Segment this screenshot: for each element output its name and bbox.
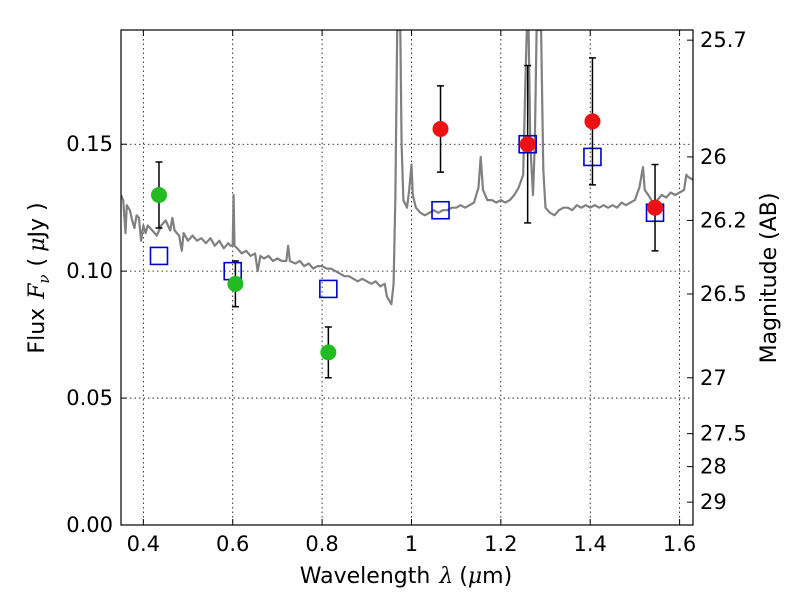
y-tick-label: 0.00 xyxy=(66,513,113,537)
y-tick-label: 0.15 xyxy=(66,132,113,156)
y-tick-label: 0.05 xyxy=(66,386,113,410)
x-axis-title-text: Wavelength xyxy=(300,564,431,589)
magnitude-tick-label: 27.5 xyxy=(700,422,747,446)
plot-frame xyxy=(120,29,694,526)
magnitude-tick-label: 26.5 xyxy=(700,282,747,306)
x-axis-unit-mu: μ xyxy=(468,564,482,589)
y-tick-label: 0.10 xyxy=(66,259,113,283)
y2-axis-title: Magnitude (AB) xyxy=(757,193,782,364)
marker-layer xyxy=(149,57,665,379)
x-tick-label: 0.6 xyxy=(216,532,249,556)
magnitude-tick-label: 26 xyxy=(700,145,727,169)
magnitude-tick-label: 28 xyxy=(700,455,727,479)
magnitude-tick-label: 27 xyxy=(700,366,727,390)
y-axis-title-text: Flux xyxy=(25,308,50,354)
data-layer xyxy=(121,30,693,306)
observed-nir-point xyxy=(519,136,536,153)
magnitude-tick-label: 26.2 xyxy=(700,208,747,232)
x-axis-symbol: λ xyxy=(438,564,453,589)
observed-optical-point xyxy=(320,344,337,361)
model-photometry-square xyxy=(149,246,169,266)
x-tick-label: 0.4 xyxy=(127,532,160,556)
plot-content xyxy=(121,30,693,306)
x-tick-label: 1.6 xyxy=(663,532,696,556)
y-axis-title: Flux Fν ( μJy ) xyxy=(25,202,53,353)
observed-optical-point xyxy=(227,275,244,292)
y-axis-unit-open: ( xyxy=(25,258,50,267)
observed-nir-point xyxy=(584,113,601,130)
observed-nir-point xyxy=(647,199,664,216)
y-axis-symbol: F xyxy=(25,283,50,300)
x-tick-label: 1.4 xyxy=(574,532,607,556)
observed-nir-point xyxy=(432,121,449,137)
y-axis-subscript: ν xyxy=(35,274,53,283)
x-tick-label: 1 xyxy=(405,532,418,556)
y-axis-unit-mu: μ xyxy=(25,238,50,252)
tick-layer: 0.4 0.6 0.8 1 1.2 1.4 1.6 0.00 0.05 0.10 0.15 25.7 2… xyxy=(66,28,747,556)
magnitude-tick-label: 29 xyxy=(700,490,727,514)
x-tick-label: 0.8 xyxy=(305,532,338,556)
x-tick-label: 1.2 xyxy=(484,532,517,556)
x-axis-title: Wavelength λ (μm) xyxy=(300,564,512,589)
magnitude-tick-label: 25.7 xyxy=(700,28,747,52)
x-axis-unit-open: ( xyxy=(459,564,468,589)
model-photometry-square xyxy=(431,200,450,220)
x-axis-unit-rest: m) xyxy=(482,564,512,589)
observed-optical-point xyxy=(150,187,167,203)
model-spectrum-line xyxy=(121,30,693,306)
y-axis-unit-rest: Jy ) xyxy=(25,202,50,239)
model-photometry-square xyxy=(319,279,338,299)
